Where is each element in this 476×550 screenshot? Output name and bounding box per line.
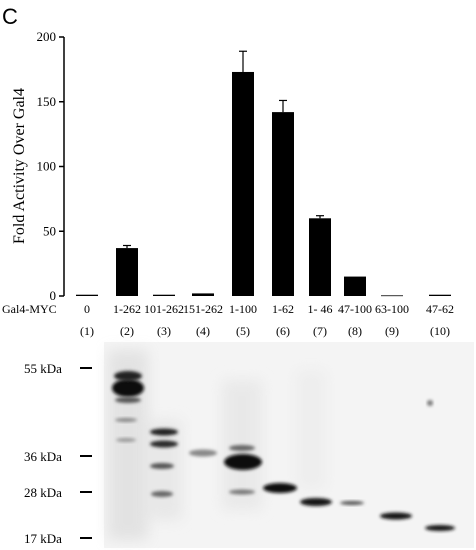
bar-5 — [232, 71, 254, 296]
x-tick-label: 47-100 — [338, 302, 372, 316]
blot-band — [150, 428, 178, 436]
lane-number: (1) — [80, 324, 94, 338]
y-tick-label: 100 — [37, 159, 57, 174]
blot-band — [115, 418, 137, 422]
x-tick-label: 1-100 — [229, 302, 257, 316]
blot-band — [151, 491, 173, 497]
blot-band — [150, 463, 174, 469]
bar-10 — [429, 294, 451, 296]
lane-number: (8) — [348, 324, 362, 338]
lane-number: (2) — [120, 324, 134, 338]
x-tick-label: 101-262 — [144, 302, 184, 316]
marker-label: 55 kDa — [24, 361, 62, 376]
blot-band — [224, 454, 262, 470]
bar-9 — [381, 295, 403, 297]
western-blot: 55 kDa 36 kDa 28 kDa 17 kDa — [24, 342, 474, 548]
blot-band — [229, 489, 255, 495]
x-tick-label: 1-62 — [272, 302, 294, 316]
marker-label: 17 kDa — [24, 531, 62, 546]
y-axis-ticks: 0 50 100 150 200 — [37, 29, 64, 303]
x-tick-label: 0 — [84, 302, 90, 316]
x-tick-labels: 0 1-262 101-262 151-262 1-100 1-62 1- 46 47-100… — [84, 302, 454, 316]
x-tick-label: 151-262 — [183, 302, 223, 316]
blot-band — [263, 483, 297, 493]
y-tick-label: 150 — [37, 94, 57, 109]
y-tick-label: 0 — [50, 288, 57, 303]
blot-band — [229, 445, 255, 451]
blot-band — [300, 498, 332, 506]
lane-smear — [296, 370, 326, 490]
blot-band — [380, 512, 412, 520]
x-tick-label: 1- 46 — [308, 302, 333, 316]
bar-3 — [153, 294, 175, 296]
blot-band — [425, 525, 455, 531]
marker-label: 28 kDa — [24, 485, 62, 500]
lane-number: (10) — [430, 324, 450, 338]
blot-band — [115, 397, 141, 403]
lane-number: (4) — [196, 324, 210, 338]
lane-number-labels: (1) (2) (3) (4) (5) (6) (7) (8) (9) (10) — [80, 324, 450, 338]
bar-4 — [192, 293, 214, 296]
bar-chart: Fold Activity Over Gal4 0 50 100 150 200 Gal… — [2, 29, 454, 338]
molecular-weight-markers: 55 kDa 36 kDa 28 kDa 17 kDa — [24, 361, 92, 546]
y-tick-label: 200 — [37, 29, 57, 44]
x-tick-label: 63-100 — [375, 302, 409, 316]
blot-band — [340, 501, 364, 505]
lane-smear — [148, 420, 182, 520]
bars-group — [76, 71, 451, 297]
x-tick-label: 47-62 — [426, 302, 454, 316]
y-tick-label: 50 — [43, 223, 56, 238]
x-tick-label: 1-262 — [113, 302, 141, 316]
bar-2 — [116, 248, 138, 296]
bar-1 — [76, 294, 98, 296]
blot-band — [112, 379, 144, 397]
panel-label: C — [2, 4, 18, 29]
bar-8 — [344, 276, 366, 296]
lane-number: (3) — [157, 324, 171, 338]
error-bars-group — [123, 50, 324, 249]
blot-band — [150, 440, 178, 448]
bar-7 — [309, 218, 331, 296]
y-axis-label: Fold Activity Over Gal4 — [11, 88, 28, 244]
blot-speck — [427, 400, 433, 406]
lane-number: (7) — [313, 324, 327, 338]
lane-number: (9) — [385, 324, 399, 338]
lane-number: (6) — [276, 324, 290, 338]
lane-number: (5) — [236, 324, 250, 338]
blot-band — [114, 371, 142, 381]
x-axis-label: Gal4-MYC — [2, 302, 57, 316]
blot-band — [116, 438, 136, 442]
marker-label: 36 kDa — [24, 449, 62, 464]
bar-6 — [272, 112, 294, 296]
blot-band — [189, 449, 217, 457]
